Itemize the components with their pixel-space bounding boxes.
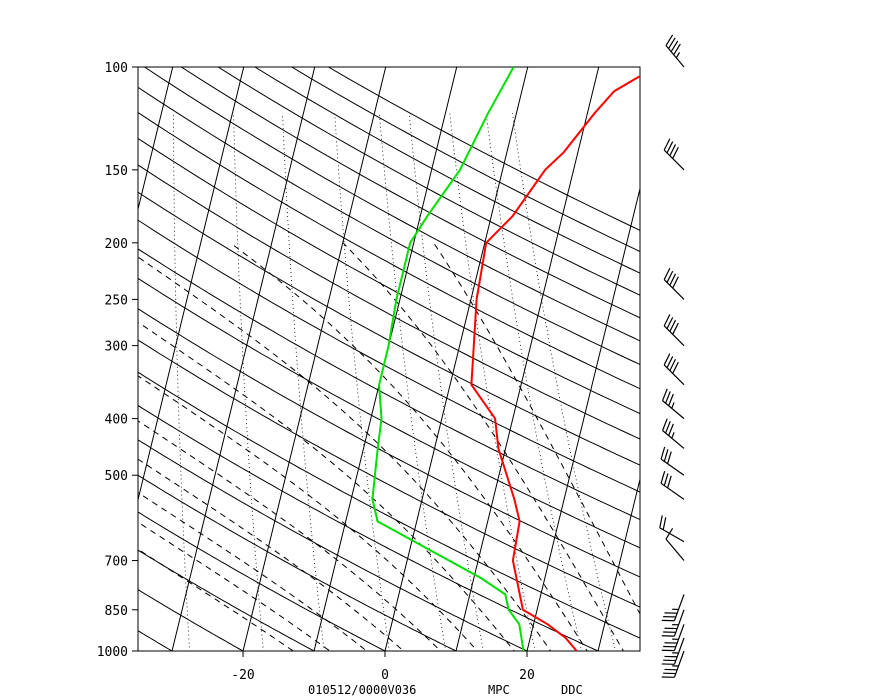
mixing-ratio-line: [282, 113, 325, 651]
isotherm-line: [171, 67, 316, 651]
moist-adiabat-line: [138, 420, 442, 651]
wind-barb: [663, 353, 685, 386]
pressure-tick-label: 250: [105, 293, 128, 308]
dry-adiabat-line: [138, 248, 640, 521]
footer: 010512/0000V036 MPC DDC: [308, 683, 583, 697]
moist-adiabat-line: [138, 491, 368, 651]
wind-barb: [661, 609, 685, 637]
wind-barb: [663, 138, 685, 171]
wind-barb: [663, 314, 685, 347]
isotherm-line: [597, 477, 640, 651]
footer-run: 010512/0000V036: [308, 683, 416, 697]
footer-source: MPC: [488, 683, 510, 697]
moist-adiabat-line: [433, 242, 640, 615]
isotherm-line: [242, 67, 387, 651]
pressure-tick-label: 850: [105, 604, 128, 619]
plot-frame: [137, 66, 641, 652]
pressure-tick-label: 700: [105, 555, 128, 570]
dry-adiabat-line: [138, 277, 640, 549]
wind-barb: [660, 446, 685, 476]
dewpoint-trace: [371, 67, 525, 651]
dry-adiabat-line: [138, 308, 640, 578]
temperature-trace: [470, 74, 640, 651]
wind-barb: [660, 471, 685, 500]
isotherm-line: [666, 54, 815, 663]
pressure-tick-label: 1000: [97, 645, 128, 660]
wind-barb: [661, 594, 685, 622]
isotherm-line: [0, 54, 105, 663]
wind-barb: [665, 34, 685, 68]
sounding-traces: [371, 67, 640, 651]
isotherm-line: [138, 67, 245, 502]
dry-adiabat-line: [138, 164, 640, 440]
moist-adiabat-line: [229, 242, 588, 651]
dry-adiabat-line: [138, 86, 640, 366]
mixing-ratio-line: [379, 113, 447, 651]
dry-adiabat-line: [138, 371, 640, 639]
pressure-tick-label: 200: [105, 237, 128, 252]
temperature-axis-labels: -20 0 20: [231, 651, 535, 683]
wind-barb: [661, 650, 685, 678]
isotherm-line: [384, 67, 529, 651]
temperature-tick-label: 20: [519, 668, 535, 683]
dry-adiabat-line: [138, 219, 640, 493]
dry-adiabat-line: [138, 474, 458, 651]
dry-adiabat-line: [138, 191, 640, 466]
isotherm-line: [138, 67, 174, 212]
wind-barb: [661, 637, 685, 665]
wind-barb: [661, 388, 685, 420]
wind-barbs: [659, 34, 685, 678]
mixing-ratio-line: [173, 113, 190, 651]
dry-adiabat-line: [327, 67, 640, 231]
isotherm-line: [526, 186, 640, 651]
wind-barb: [665, 527, 685, 561]
footer-station: DDC: [561, 683, 583, 697]
pressure-tick-label: 300: [105, 340, 128, 355]
dry-adiabat-line: [138, 549, 316, 651]
mixing-ratio-line: [512, 113, 617, 651]
dry-adiabat-line: [138, 630, 173, 651]
pressure-axis-labels: 100 150 200 250 300 400 500 700 850 1000: [97, 61, 138, 660]
pressure-tick-label: 150: [105, 164, 128, 179]
thermodynamic-reference-lines: [0, 54, 886, 663]
dry-adiabat-line: [138, 404, 600, 651]
dry-adiabat-line: [180, 67, 640, 319]
temperature-tick-label: -20: [231, 668, 254, 683]
dry-adiabat-line: [143, 67, 640, 342]
dry-adiabat-line: [138, 137, 640, 415]
mixing-ratio-line: [233, 113, 264, 651]
pressure-tick-label: 100: [105, 61, 128, 76]
mixing-ratio-line: [485, 113, 583, 651]
pressure-tick-label: 500: [105, 469, 128, 484]
wind-barb: [659, 515, 685, 543]
dry-adiabat-line: [290, 67, 640, 253]
dry-adiabat-line: [138, 111, 640, 390]
isotherm-line: [0, 54, 34, 663]
dry-adiabat-line: [138, 511, 387, 651]
mixing-ratio-line: [334, 113, 390, 651]
moist-adiabat-line: [138, 521, 331, 651]
pressure-tick-label: 400: [105, 413, 128, 428]
moist-adiabat-line: [138, 375, 479, 651]
dry-adiabat-line: [138, 439, 529, 651]
dry-adiabat-line: [138, 339, 640, 608]
dry-adiabat-line: [138, 589, 245, 651]
moist-adiabat-line: [342, 242, 624, 651]
moist-adiabat-line: [138, 256, 552, 651]
wind-barb: [661, 418, 685, 449]
moist-adiabat-line: [138, 458, 405, 651]
temperature-tick-label: 0: [381, 668, 389, 683]
mixing-ratio-line: [408, 113, 484, 651]
moist-adiabat-line: [138, 321, 515, 651]
isotherm-line: [737, 54, 886, 663]
wind-barb: [661, 624, 685, 652]
wind-barb: [663, 268, 685, 300]
